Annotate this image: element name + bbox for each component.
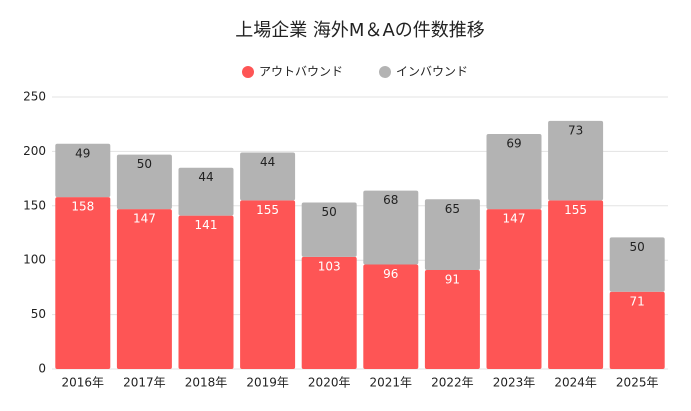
data-label: 158: [71, 200, 94, 214]
bar-segment: [301, 202, 357, 257]
x-tick-label: 2020年: [308, 376, 351, 390]
x-tick-label: 2018年: [185, 376, 228, 390]
data-label: 155: [256, 203, 279, 217]
data-label: 68: [383, 193, 398, 207]
data-label: 50: [322, 205, 337, 219]
bar-segment: [363, 190, 419, 265]
bar-segment: [178, 215, 234, 369]
data-label: 155: [564, 203, 587, 217]
x-tick-label: 2016年: [62, 376, 105, 390]
bar-segment: [116, 209, 172, 369]
bar-segment: [363, 264, 419, 369]
bar-segment: [55, 197, 111, 369]
y-tick-label: 50: [31, 307, 46, 321]
data-label: 73: [568, 123, 583, 137]
data-label: 50: [137, 157, 152, 171]
bar-segment: [240, 152, 296, 201]
data-label: 65: [445, 202, 460, 216]
bar-segment: [486, 133, 542, 210]
x-tick-label: 2019年: [246, 376, 289, 390]
bar-segment: [240, 200, 296, 369]
data-label: 69: [506, 136, 521, 150]
x-tick-label: 2017年: [123, 376, 166, 390]
legend-label: アウトバウンド: [259, 65, 343, 79]
bar-segment: [424, 199, 480, 270]
bar-segment: [548, 200, 604, 369]
bar-segment: [548, 120, 604, 201]
y-tick-label: 100: [23, 253, 46, 267]
y-tick-label: 200: [23, 144, 46, 158]
bar-segment: [486, 209, 542, 369]
legend-label: インバウンド: [396, 65, 468, 79]
y-tick-label: 150: [23, 198, 46, 212]
bar-segment: [178, 167, 234, 216]
data-label: 96: [383, 267, 398, 281]
data-label: 71: [630, 294, 645, 308]
data-label: 147: [503, 212, 526, 226]
x-tick-label: 2025年: [616, 376, 659, 390]
bar-segment: [609, 291, 665, 369]
bar-segment: [116, 154, 172, 210]
y-tick-label: 250: [23, 90, 46, 104]
chart-title: 上場企業 海外M＆Aの件数推移: [235, 20, 485, 41]
bar-segment: [55, 143, 111, 198]
y-tick-label: 0: [38, 362, 46, 376]
x-tick-label: 2023年: [493, 376, 536, 390]
data-label: 91: [445, 272, 460, 286]
data-label: 49: [75, 146, 90, 160]
data-label: 141: [195, 218, 218, 232]
legend-marker: [242, 66, 254, 78]
data-label: 50: [630, 240, 645, 254]
x-tick-label: 2021年: [370, 376, 413, 390]
bar-segment: [609, 237, 665, 292]
legend-marker: [379, 66, 391, 78]
bar-segment: [301, 256, 357, 369]
data-label: 44: [260, 155, 275, 169]
data-label: 147: [133, 212, 156, 226]
data-label: 44: [198, 170, 213, 184]
data-label: 103: [318, 259, 341, 273]
bar-segment: [424, 269, 480, 369]
x-tick-label: 2022年: [431, 376, 474, 390]
x-tick-label: 2024年: [554, 376, 597, 390]
